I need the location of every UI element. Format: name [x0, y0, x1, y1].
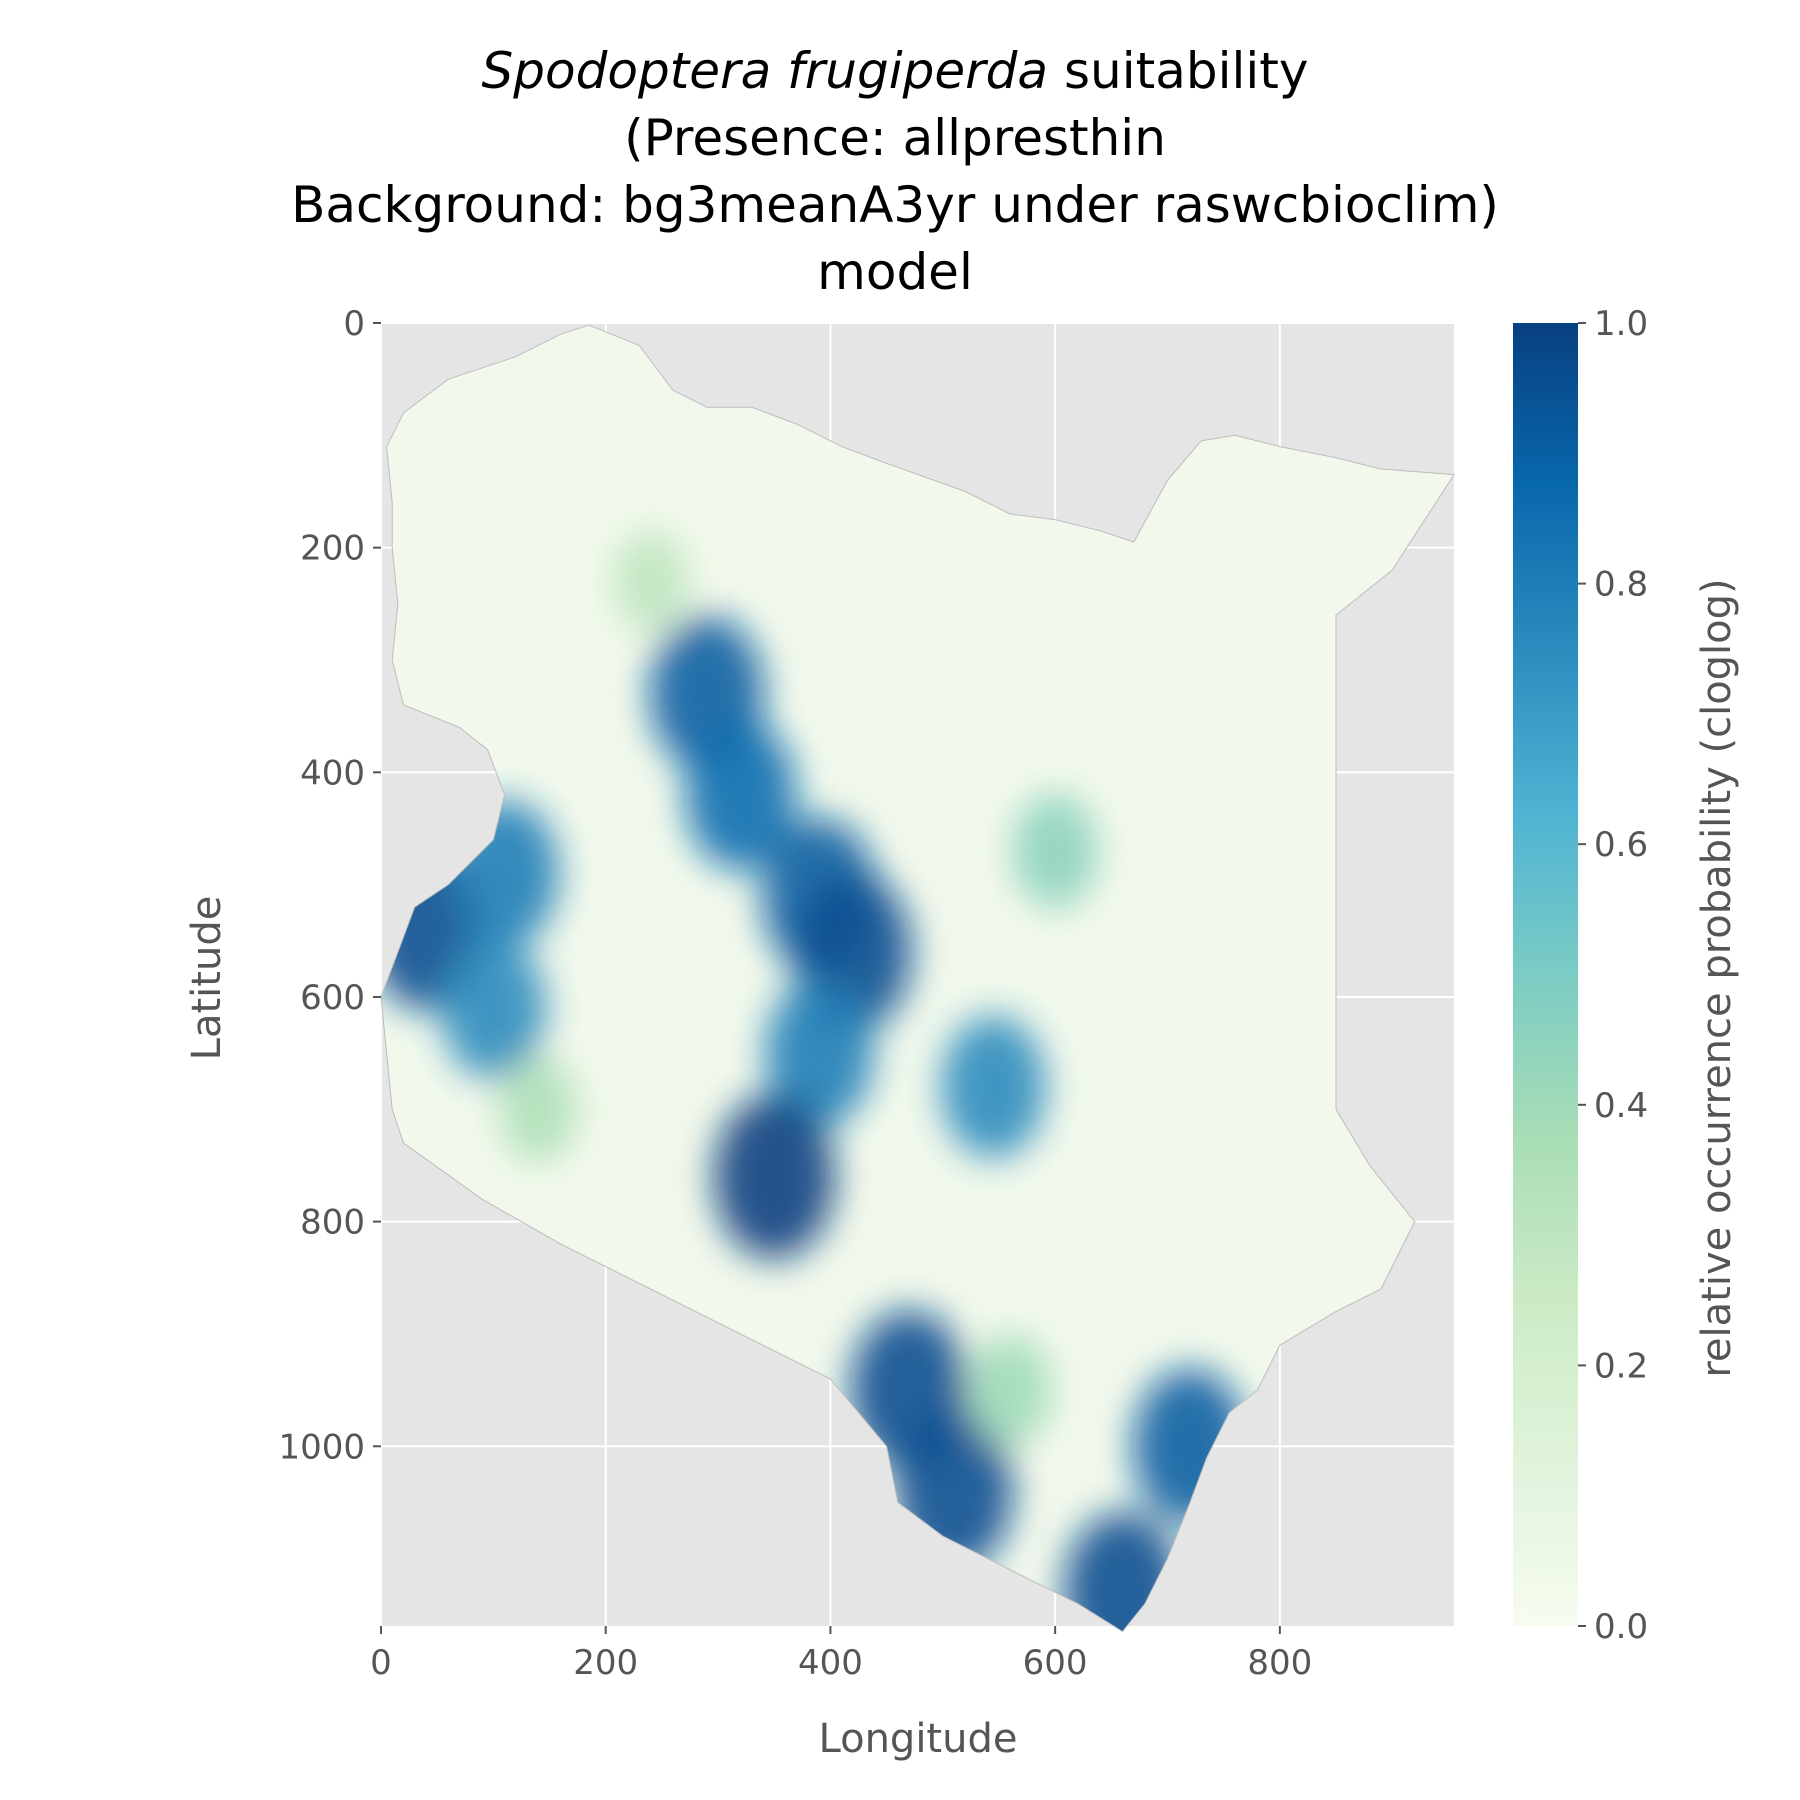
- hotspot-layer: [381, 530, 1248, 1632]
- title-line-4: model: [817, 243, 973, 301]
- x-axis-ticks: 0 200 400 600 800: [370, 1626, 1312, 1683]
- colorbar-bar: [1513, 323, 1578, 1626]
- colorbar-tick-label: 1.0: [1594, 304, 1648, 344]
- x-tick-label: 0: [370, 1643, 392, 1683]
- title-line-2: (Presence: allpresthin: [624, 109, 1166, 167]
- title-species-name: Spodoptera frugiperda: [482, 42, 1049, 100]
- suitability-hotspot: [765, 979, 874, 1127]
- suitability-hotspot: [441, 936, 546, 1080]
- colorbar-ticks: 0.0 0.2 0.4 0.6 0.8 1.0: [1578, 304, 1648, 1647]
- suitability-hotspot: [941, 1015, 1046, 1159]
- country-outline: [380, 324, 1455, 1633]
- suitability-hotspot: [713, 1094, 835, 1260]
- suitability-hotspot: [969, 1334, 1051, 1446]
- suitability-hotspot: [684, 719, 797, 871]
- colorbar-tick-label: 0.6: [1594, 825, 1648, 865]
- x-tick-label: 200: [573, 1643, 638, 1683]
- colorbar-tick-label: 0.8: [1594, 565, 1648, 605]
- title-line-3: Background: bg3meanA3yr under raswcbiocl…: [291, 176, 1499, 234]
- suitability-hotspot: [499, 1056, 578, 1163]
- y-tick-label: 600: [300, 978, 365, 1018]
- colorbar-tick-label: 0.4: [1594, 1086, 1648, 1126]
- y-tick-label: 0: [343, 304, 365, 344]
- suitability-hotspot: [1063, 1512, 1182, 1632]
- suitability-hotspot: [1012, 793, 1098, 909]
- colorbar-label: relative occurrence probability (cloglog…: [1694, 578, 1740, 1377]
- y-tick-label: 1000: [278, 1427, 365, 1467]
- x-tick-label: 800: [1247, 1643, 1312, 1683]
- y-axis-label: Latitude: [184, 896, 230, 1061]
- chart-title: Spodoptera frugiperda suitability (Prese…: [291, 42, 1499, 301]
- title-line-1: Spodoptera frugiperda suitability: [482, 42, 1309, 100]
- colorbar-tick-label: 0.0: [1594, 1607, 1648, 1647]
- x-axis-label: Longitude: [819, 1716, 1018, 1762]
- suitability-hotspot: [613, 530, 689, 633]
- y-axis-ticks: 0 200 400 600 800 1000: [278, 304, 381, 1467]
- colorbar-tick-label: 0.2: [1594, 1346, 1648, 1386]
- x-tick-label: 400: [798, 1643, 863, 1683]
- y-tick-label: 200: [300, 529, 365, 569]
- title-suitability: suitability: [1048, 42, 1308, 100]
- y-tick-label: 800: [300, 1203, 365, 1243]
- colorbar: 0.0 0.2 0.4 0.6 0.8 1.0 relative occurrence p…: [1513, 304, 1740, 1647]
- x-tick-label: 600: [1023, 1643, 1088, 1683]
- y-tick-label: 400: [300, 753, 365, 793]
